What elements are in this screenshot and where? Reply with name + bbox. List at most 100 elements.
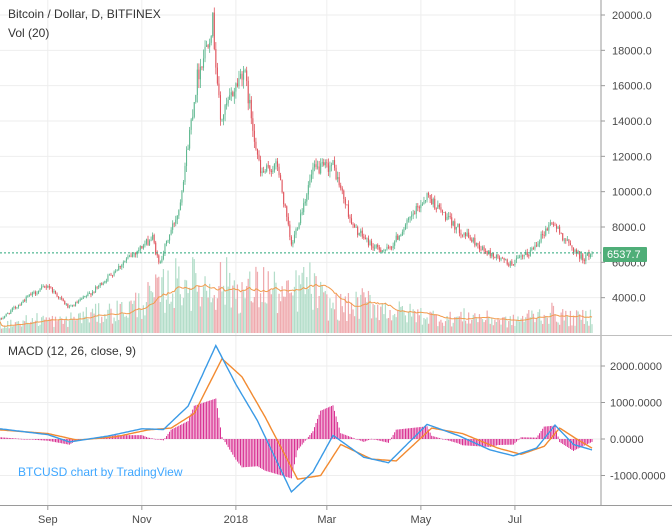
- candle-body: [238, 78, 240, 87]
- volume-bar: [33, 322, 35, 333]
- macd-histogram-bar: [219, 427, 221, 439]
- volume-bar: [44, 319, 46, 333]
- macd-histogram-bar: [306, 438, 308, 440]
- candle-body: [287, 216, 289, 225]
- price-tick-label: 8000.0: [612, 222, 646, 234]
- macd-histogram-bar: [335, 416, 337, 439]
- candle-body: [358, 233, 360, 235]
- volume-bar: [17, 321, 20, 333]
- volume-bar: [381, 303, 383, 333]
- macd-histogram-bar: [352, 437, 354, 439]
- candle-body: [498, 257, 501, 260]
- price-axis[interactable]: 20000.0 18000.0 16000.0 14000.0 12000.0 10000…: [601, 10, 652, 305]
- candle-body: [246, 70, 248, 81]
- candle-body: [374, 247, 376, 249]
- time-tick-label: 2018: [224, 514, 248, 526]
- time-axis[interactable]: Sep Nov 2018 Mar May Jul: [38, 506, 522, 526]
- macd-histogram-bar: [27, 439, 29, 440]
- volume-bar: [70, 312, 72, 333]
- macd-histogram-bar: [16, 438, 18, 440]
- candle-body: [577, 251, 579, 254]
- volume-bar: [124, 316, 126, 333]
- candle-body: [48, 286, 50, 288]
- volume-bar: [148, 285, 151, 333]
- candlesticks[interactable]: [0, 7, 593, 321]
- macd-histogram-bar: [172, 428, 174, 439]
- volume-bar: [589, 309, 592, 333]
- candle-body: [350, 218, 353, 225]
- macd-histogram-bar: [290, 439, 292, 479]
- candle-body: [152, 234, 154, 240]
- macd-axis[interactable]: 2000.0000 1000.0000 0.0000 -1000.0000: [601, 361, 666, 483]
- tradingview-watermark[interactable]: BTCUSD chart by TradingView: [18, 465, 183, 479]
- macd-histogram-bar: [135, 435, 137, 439]
- volume-bar: [7, 320, 9, 333]
- candle-body: [58, 296, 60, 299]
- volume-bar: [68, 320, 70, 333]
- candle-body: [290, 236, 292, 245]
- volume-bar: [481, 319, 484, 333]
- volume-bar: [45, 317, 47, 333]
- macd-histogram-bar: [119, 435, 121, 439]
- macd-histogram-bar: [415, 427, 417, 439]
- candle-body: [560, 232, 562, 234]
- volume-bar: [367, 290, 370, 333]
- candle-body: [394, 241, 396, 246]
- volume-bar: [552, 305, 555, 333]
- candle-body: [145, 239, 147, 244]
- candle-body: [295, 229, 297, 235]
- macd-histogram-bar: [330, 405, 332, 439]
- volume-bar: [352, 309, 354, 333]
- volume-bar: [421, 324, 424, 333]
- volume-bar: [446, 315, 448, 333]
- macd-histogram-bar: [344, 434, 346, 439]
- candle-body: [85, 296, 87, 297]
- candle-body: [460, 233, 462, 235]
- volume-bar: [273, 271, 276, 333]
- macd-histogram-bar: [39, 439, 41, 441]
- volume-bar: [515, 320, 518, 333]
- candle-body: [576, 249, 578, 254]
- candle-body: [434, 198, 436, 209]
- volume-bar: [355, 291, 357, 333]
- macd-histogram-bar: [549, 426, 551, 439]
- macd-histogram-bar: [425, 426, 426, 439]
- candle-body: [96, 286, 98, 288]
- volume-bar: [128, 301, 131, 333]
- volume-bar: [204, 276, 206, 333]
- candle-body: [395, 235, 397, 242]
- volume-bar: [525, 317, 527, 333]
- volume-bar: [377, 304, 379, 333]
- macd-histogram-bar: [133, 435, 135, 439]
- volume-bar: [178, 266, 180, 333]
- volume-bar: [189, 287, 191, 333]
- macd-histogram-bar: [256, 439, 258, 467]
- volume-bar: [78, 313, 80, 333]
- volume-bar: [252, 302, 254, 333]
- macd-histogram-bar: [293, 439, 295, 465]
- candle-body: [253, 130, 255, 142]
- candle-body: [24, 300, 26, 302]
- candle-body: [408, 218, 410, 220]
- price-tick-label: 16000.0: [612, 81, 652, 93]
- candle-body: [551, 222, 553, 225]
- volume-bar: [125, 315, 128, 333]
- volume-bar: [565, 310, 567, 333]
- candle-body: [159, 262, 161, 263]
- candle-body: [297, 228, 299, 230]
- macd-tick-label: -1000.0000: [610, 471, 666, 483]
- candle-body: [30, 294, 32, 296]
- candle-body: [474, 237, 476, 246]
- volume-bar: [266, 303, 268, 333]
- macd-histogram-bar: [489, 439, 491, 447]
- volume-bar: [540, 320, 542, 333]
- volume-bar: [452, 322, 454, 333]
- volume-bar: [518, 321, 521, 333]
- volume-bar: [464, 320, 467, 333]
- candle-body: [189, 129, 191, 149]
- macd-histogram-bar: [585, 439, 587, 445]
- volume-bar: [0, 321, 1, 333]
- volume-bar: [170, 301, 172, 333]
- macd-histogram-bar: [53, 439, 55, 442]
